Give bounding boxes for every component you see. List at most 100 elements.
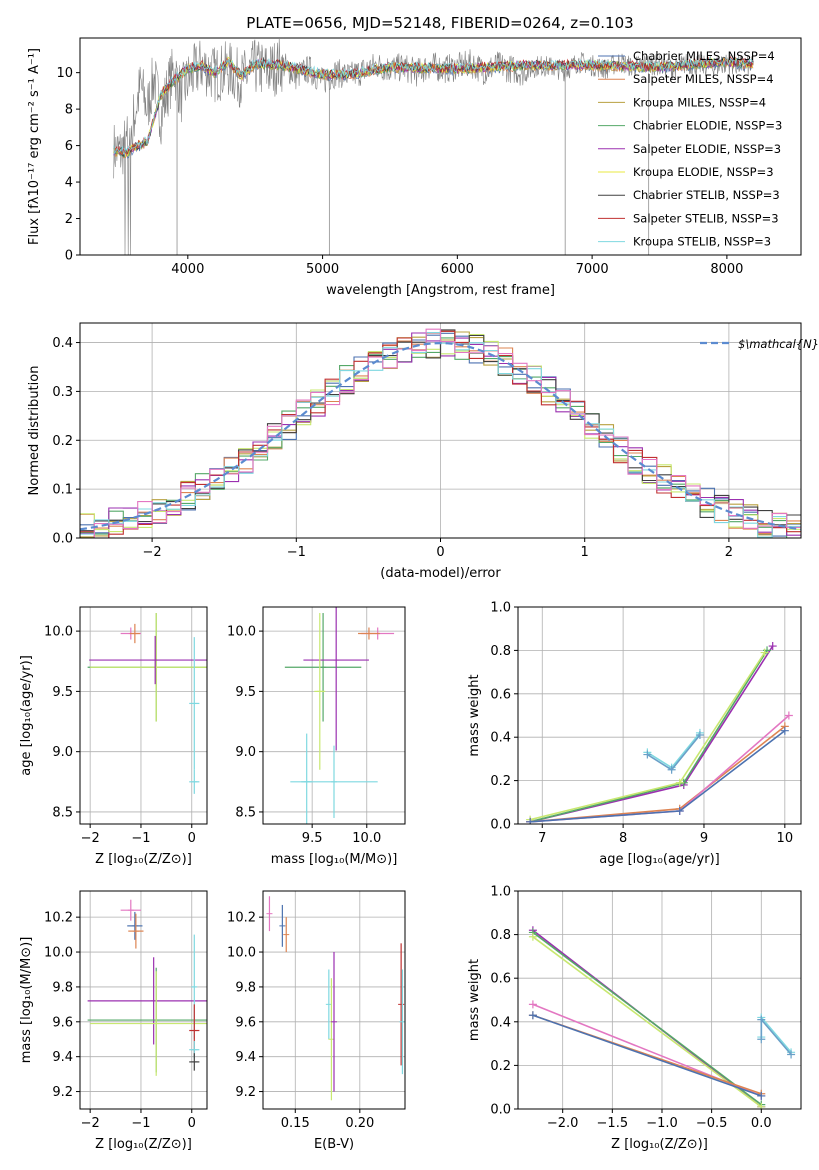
y-tick-label: 8.5 bbox=[235, 805, 256, 820]
x-tick-label: 2 bbox=[725, 545, 733, 560]
y-tick-label: 10 bbox=[56, 66, 73, 81]
x-axis-label: Z [log₁₀(Z/Z⊙)] bbox=[611, 1137, 708, 1152]
x-tick-label: 1 bbox=[581, 545, 589, 560]
y-axis-label: Flux [fλ10⁻¹⁷ erg cm⁻² s⁻¹ A⁻¹] bbox=[27, 48, 42, 245]
x-tick-label: 0.15 bbox=[281, 1116, 310, 1131]
weight-series-line bbox=[532, 936, 762, 1108]
x-tick-label: 9.5 bbox=[302, 831, 323, 846]
y-tick-label: 0 bbox=[65, 249, 73, 264]
chart-spectrum: 4000 5000 6000 7000 8000 0 2 4 6 8 10 wavelength [A… bbox=[27, 37, 802, 298]
chart-mass-vs-Z: −2 −1 0 9.2 9.4 9.6 9.8 10.0 10.2 Z [log₁₀(Z/Z⊙)]… bbox=[19, 890, 208, 1152]
y-tick-label: 0.4 bbox=[490, 731, 511, 746]
y-axis-label: mass [log₁₀(M/M⊙)] bbox=[19, 937, 34, 1064]
x-tick-label: −0.5 bbox=[696, 1116, 728, 1131]
series-marker bbox=[675, 778, 684, 787]
y-tick-label: 9.6 bbox=[235, 1015, 256, 1030]
axes-frame bbox=[79, 37, 802, 256]
y-tick-label: 0.4 bbox=[52, 336, 73, 351]
y-tick-label: 1.0 bbox=[490, 601, 511, 616]
series-marker bbox=[780, 726, 789, 735]
series-marker bbox=[787, 1050, 796, 1059]
series-marker bbox=[757, 1015, 766, 1024]
y-tick-label: 2 bbox=[65, 212, 73, 227]
plot-area bbox=[87, 899, 207, 1076]
x-tick-label: 7000 bbox=[576, 262, 609, 277]
y-tick-label: 0.8 bbox=[490, 928, 511, 943]
x-tick-label: 5000 bbox=[306, 262, 339, 277]
x-axis-label: Z [log₁₀(Z/Z⊙)] bbox=[95, 852, 192, 867]
y-tick-label: 0.6 bbox=[490, 972, 511, 987]
model-spectrum-line bbox=[113, 56, 754, 155]
x-axis-label: Z [log₁₀(Z/Z⊙)] bbox=[95, 1137, 192, 1152]
axes-frame bbox=[79, 890, 208, 1110]
series-marker bbox=[760, 648, 769, 657]
legend-label: Kroupa ELODIE, NSSP=3 bbox=[633, 165, 774, 179]
y-tick-label: 9.4 bbox=[52, 1050, 73, 1065]
weight-series-line bbox=[760, 1017, 792, 1056]
series-marker bbox=[528, 932, 537, 941]
axes-frame bbox=[262, 890, 406, 1110]
legend-label: Chabrier MILES, NSSP=4 bbox=[633, 49, 775, 63]
y-tick-label: 10.0 bbox=[227, 625, 256, 640]
x-tick-label: 0.0 bbox=[751, 1116, 772, 1131]
weight-series-line bbox=[529, 649, 768, 823]
x-tick-label: 10.0 bbox=[352, 831, 381, 846]
x-tick-label: −2.0 bbox=[547, 1116, 579, 1131]
weight-series-line bbox=[530, 725, 786, 823]
y-tick-label: 0.2 bbox=[52, 434, 73, 449]
series-marker bbox=[643, 750, 652, 759]
y-tick-label: 0.6 bbox=[490, 687, 511, 702]
chart-residuals: −2 −1 0 1 2 0.0 0.1 0.2 0.3 0.4 (data-model)/error… bbox=[27, 322, 819, 581]
y-tick-label: 9.8 bbox=[235, 980, 256, 995]
y-tick-label: 9.0 bbox=[52, 745, 73, 760]
series-marker bbox=[757, 1035, 766, 1044]
y-tick-label: 0.0 bbox=[490, 818, 511, 833]
weight-series-line bbox=[532, 931, 762, 1106]
histogram-step bbox=[80, 328, 801, 538]
y-tick-label: 10.2 bbox=[44, 911, 73, 926]
weight-series-line bbox=[530, 714, 790, 823]
y-tick-label: 1.0 bbox=[490, 885, 511, 900]
axes-frame bbox=[79, 606, 208, 825]
y-tick-label: 6 bbox=[65, 139, 73, 154]
x-tick-label: 0 bbox=[188, 831, 196, 846]
axes-frame bbox=[517, 890, 802, 1110]
x-tick-label: 0 bbox=[436, 545, 444, 560]
plot-area bbox=[526, 642, 793, 824]
x-tick-label: 0.20 bbox=[345, 1116, 374, 1131]
plot-area bbox=[87, 613, 207, 794]
y-tick-label: 9.0 bbox=[235, 745, 256, 760]
series-marker bbox=[757, 1102, 766, 1109]
plot-area bbox=[266, 896, 405, 1101]
chart-age-vs-mass: 9.5 10.0 8.5 9.0 9.5 10.0 mass [log₁₀(M/M⊙)] bbox=[227, 606, 406, 867]
chart-weight-vs-Z: −2.0 −1.5 −1.0 −0.5 0.0 0.0 0.2 0.4 0.6 0.8 1.0 Z [… bbox=[467, 885, 802, 1152]
y-tick-label: 10.0 bbox=[44, 625, 73, 640]
weight-series-line bbox=[532, 1014, 762, 1097]
plot-area bbox=[80, 328, 801, 538]
y-tick-label: 9.2 bbox=[235, 1085, 256, 1100]
y-tick-label: 8 bbox=[65, 103, 73, 118]
plot-area bbox=[284, 607, 395, 824]
x-tick-label: −1 bbox=[287, 545, 306, 560]
y-axis-label: mass weight bbox=[467, 674, 482, 756]
plot-area bbox=[113, 38, 754, 255]
x-tick-label: 10 bbox=[777, 831, 794, 846]
y-tick-label: 0.2 bbox=[490, 774, 511, 789]
x-axis-label: mass [log₁₀(M/M⊙)] bbox=[271, 852, 398, 867]
weight-series-line bbox=[529, 652, 766, 821]
series-marker bbox=[784, 711, 793, 720]
x-axis-label: age [log₁₀(age/yr)] bbox=[599, 852, 720, 867]
chart-mass-vs-ebv: 0.15 0.20 9.2 9.4 9.6 9.8 10.0 10.2 E(B-V) bbox=[227, 890, 406, 1152]
y-tick-label: 0.4 bbox=[490, 1015, 511, 1030]
y-tick-label: 9.5 bbox=[52, 685, 73, 700]
x-axis-label: E(B-V) bbox=[314, 1137, 354, 1152]
x-tick-label: 4000 bbox=[171, 262, 204, 277]
series-marker bbox=[667, 765, 676, 774]
axes-frame bbox=[262, 606, 406, 825]
y-tick-label: 0.2 bbox=[490, 1059, 511, 1074]
series-marker bbox=[695, 731, 704, 740]
legend-label: Chabrier STELIB, NSSP=3 bbox=[633, 188, 780, 202]
y-tick-label: 0.0 bbox=[52, 532, 73, 547]
y-tick-label: 10.0 bbox=[227, 946, 256, 961]
